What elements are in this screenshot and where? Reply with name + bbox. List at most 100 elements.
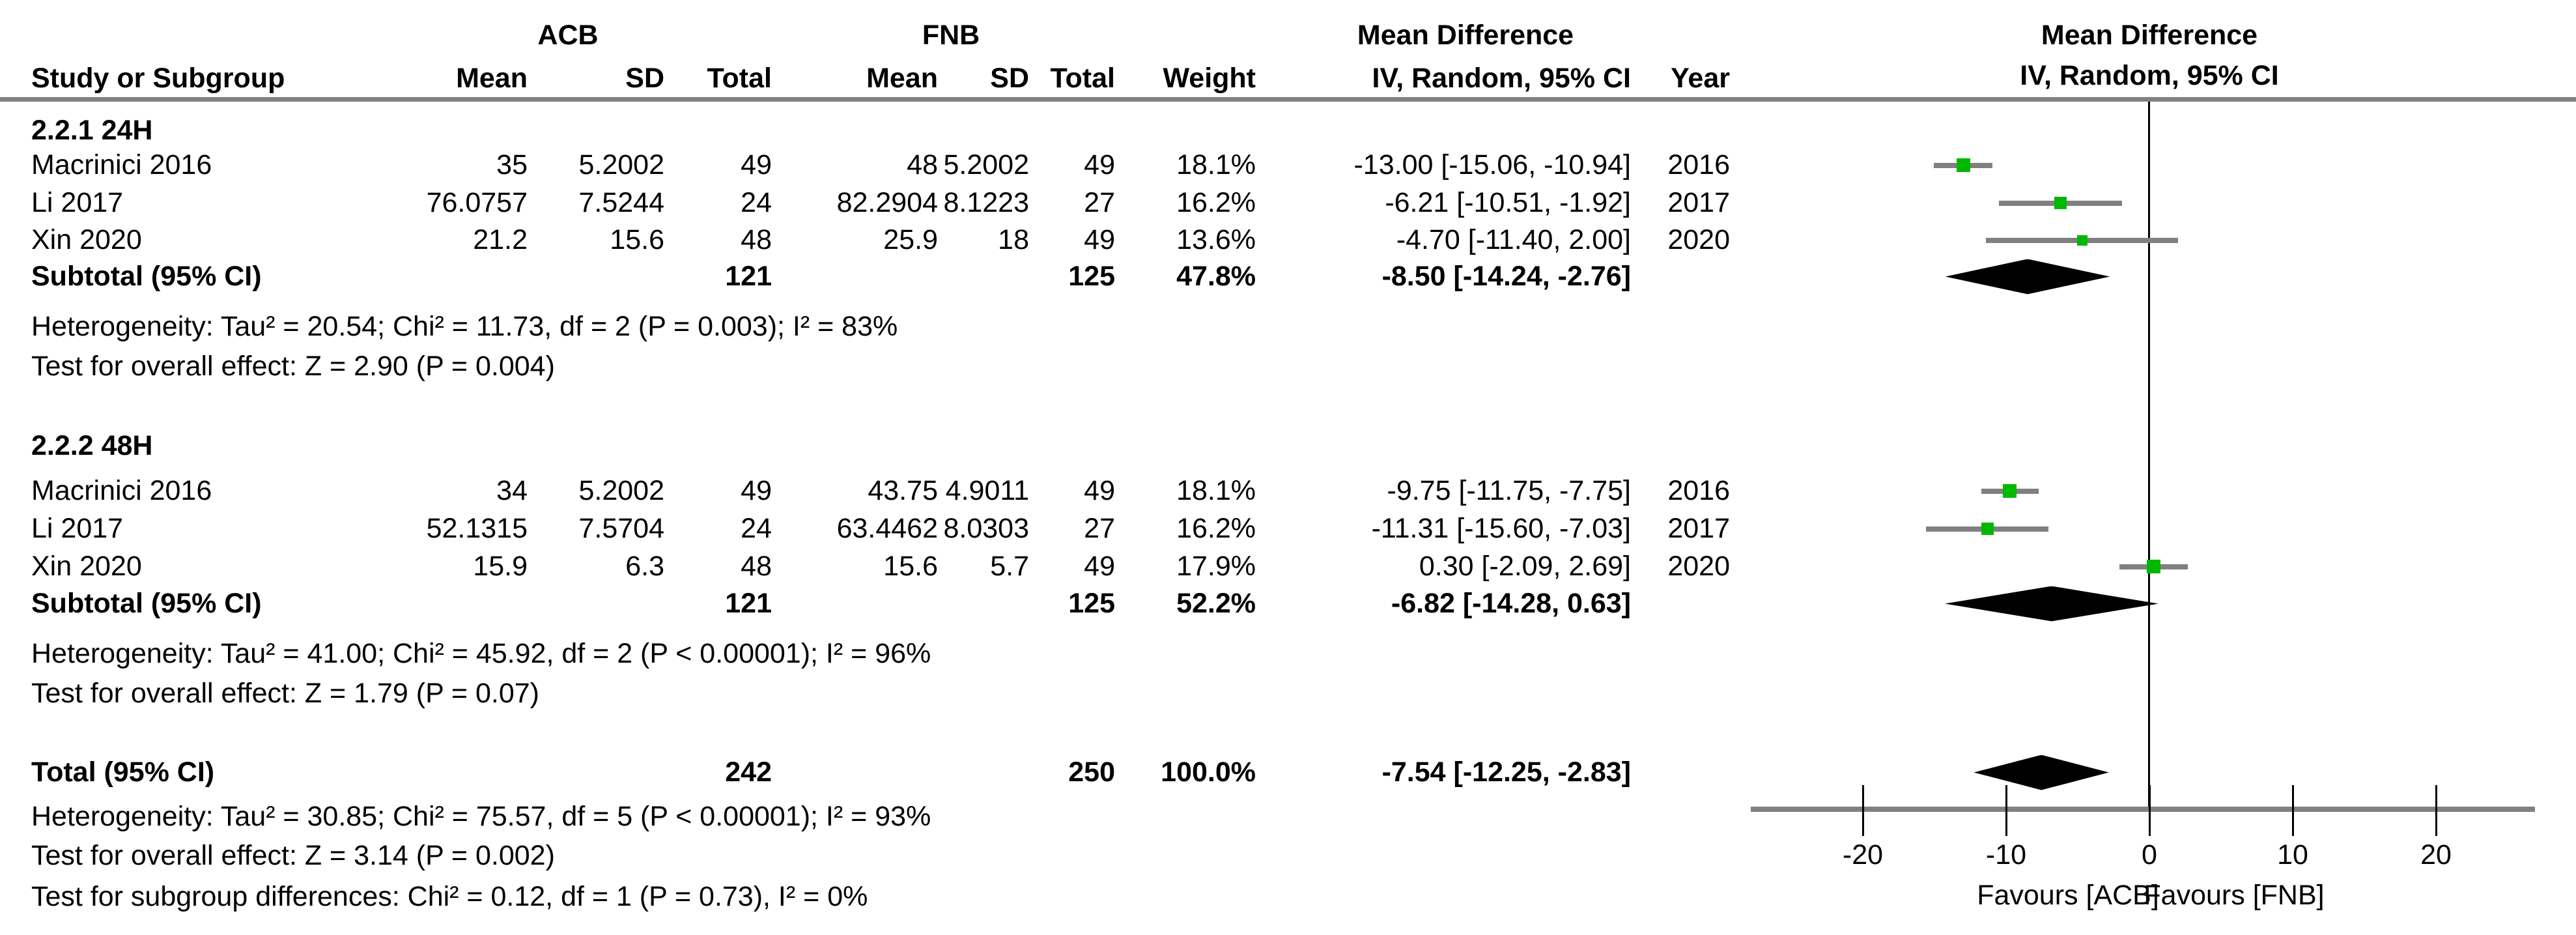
fnb-total: 27 xyxy=(1084,513,1115,544)
md-ci-text: -6.21 [-10.51, -1.92] xyxy=(1385,187,1631,218)
col-header-md-ci: IV, Random, 95% CI xyxy=(1372,63,1631,94)
acb-sd: 7.5704 xyxy=(578,513,664,544)
weight: 100.0% xyxy=(1161,756,1256,788)
axis-tick-label: 20 xyxy=(2420,839,2452,870)
acb-mean: 52.1315 xyxy=(426,513,528,544)
acb-mean: 21.2 xyxy=(473,224,528,255)
study-name: Macrinici 2016 xyxy=(31,149,212,180)
plot-subtitle: IV, Random, 95% CI xyxy=(2020,60,2279,91)
axis-tick-label: 10 xyxy=(2277,839,2308,870)
fnb-sd: 5.7 xyxy=(990,551,1029,582)
md-ci-text: -4.70 [-11.40, 2.00] xyxy=(1396,224,1631,255)
pooled-diamond xyxy=(1974,755,2109,790)
md-ci-text: -7.54 [-12.25, -2.83] xyxy=(1381,756,1631,788)
fnb-mean: 43.75 xyxy=(868,475,938,506)
acb-sd: 6.3 xyxy=(625,551,664,582)
effect-square xyxy=(2076,235,2088,246)
col-header-year: Year xyxy=(1671,63,1730,94)
overall-effect-text: Test for overall effect: Z = 2.90 (P = 0… xyxy=(31,351,555,382)
acb-total: 121 xyxy=(725,588,772,619)
md-ci-text: -11.31 [-15.60, -7.03] xyxy=(1371,513,1631,544)
axis-tick xyxy=(2291,785,2294,836)
plot-title: Mean Difference xyxy=(2041,20,2258,51)
md-ci-text: -6.82 [-14.28, 0.63] xyxy=(1391,588,1631,619)
study-name: Xin 2020 xyxy=(31,551,142,582)
favours-right-label: Favours [FNB] xyxy=(2144,880,2325,911)
acb-total: 49 xyxy=(741,149,772,180)
fnb-total: 125 xyxy=(1068,588,1115,619)
axis-tick xyxy=(1861,785,1864,836)
study-name: Li 2017 xyxy=(31,513,124,544)
acb-sd: 5.2002 xyxy=(578,475,664,506)
x-axis-line xyxy=(1751,807,2535,812)
favours-left-label: Favours [ACB] xyxy=(1977,880,2159,911)
col-header-study: Study or Subgroup xyxy=(31,63,285,94)
year: 2020 xyxy=(1667,224,1730,255)
acb-mean: 34 xyxy=(496,475,528,506)
study-row: Macrinici 2016 34 5.2002 49 43.75 4.9011… xyxy=(0,472,1739,510)
heterogeneity-row: Heterogeneity: Tau² = 30.85; Chi² = 75.5… xyxy=(0,798,1739,835)
axis-tick-label: -20 xyxy=(1842,839,1884,870)
effect-square xyxy=(1981,523,1994,535)
subtotal-row: Subtotal (95% CI) 121 125 47.8% -8.50 [-… xyxy=(0,258,1739,295)
section-label-row: 2.2.1 24H xyxy=(0,112,1739,149)
fnb-total: 49 xyxy=(1084,475,1115,506)
weight: 16.2% xyxy=(1176,513,1256,544)
group-header-acb: ACB xyxy=(537,20,599,51)
total-row: Total (95% CI) 242 250 100.0% -7.54 [-12… xyxy=(0,754,1739,791)
col-header-weight: Weight xyxy=(1163,63,1256,94)
study-name: Macrinici 2016 xyxy=(31,475,212,506)
md-ci-text: -9.75 [-11.75, -7.75] xyxy=(1387,475,1632,506)
weight: 47.8% xyxy=(1176,261,1256,292)
fnb-sd: 8.1223 xyxy=(943,187,1029,218)
weight: 16.2% xyxy=(1176,187,1256,218)
acb-total: 242 xyxy=(725,756,772,788)
acb-total: 24 xyxy=(741,187,772,218)
subtotal-label: Subtotal (95% CI) xyxy=(31,588,262,619)
section-label: 2.2.1 24H xyxy=(31,115,153,146)
axis-tick xyxy=(2005,785,2007,836)
col-header-mean2: Mean xyxy=(866,63,938,94)
overall-effect-text: Test for overall effect: Z = 1.79 (P = 0… xyxy=(31,678,539,709)
acb-mean: 76.0757 xyxy=(426,187,528,218)
fnb-total: 49 xyxy=(1084,224,1115,255)
md-ci-text: 0.30 [-2.09, 2.69] xyxy=(1419,551,1631,582)
acb-total: 48 xyxy=(741,224,772,255)
header-divider xyxy=(0,97,2576,102)
subgroup-differences-row: Test for subgroup differences: Chi² = 0.… xyxy=(0,878,1739,915)
section-label: 2.2.2 48H xyxy=(31,430,153,461)
col-header-total1: Total xyxy=(707,63,772,94)
col-header-sd1: SD xyxy=(625,63,664,94)
overall-effect-row: Test for overall effect: Z = 1.79 (P = 0… xyxy=(0,675,1739,712)
group-header-fnb: FNB xyxy=(922,20,980,51)
subtotal-row: Subtotal (95% CI) 121 125 52.2% -6.82 [-… xyxy=(0,585,1739,622)
study-row: Li 2017 52.1315 7.5704 24 63.4462 8.0303… xyxy=(0,510,1739,547)
fnb-total: 125 xyxy=(1068,261,1115,292)
overall-effect-row: Test for overall effect: Z = 3.14 (P = 0… xyxy=(0,837,1739,874)
year: 2020 xyxy=(1667,551,1730,582)
fnb-total: 49 xyxy=(1084,149,1115,180)
pooled-diamond xyxy=(1945,259,2110,295)
axis-tick xyxy=(2435,785,2437,836)
heterogeneity-row: Heterogeneity: Tau² = 41.00; Chi² = 45.9… xyxy=(0,635,1739,672)
overall-effect-row: Test for overall effect: Z = 2.90 (P = 0… xyxy=(0,348,1739,385)
weight: 13.6% xyxy=(1176,224,1256,255)
acb-sd: 7.5244 xyxy=(578,187,664,218)
year: 2016 xyxy=(1667,149,1730,180)
fnb-sd: 18 xyxy=(998,224,1029,255)
heterogeneity-row: Heterogeneity: Tau² = 20.54; Chi² = 11.7… xyxy=(0,308,1739,345)
effect-square xyxy=(2003,484,2017,498)
study-row: Xin 2020 15.9 6.3 48 15.6 5.7 49 17.9% 0… xyxy=(0,548,1739,585)
effect-square xyxy=(2054,197,2067,209)
fnb-total: 250 xyxy=(1068,756,1115,788)
acb-total: 49 xyxy=(741,475,772,506)
md-ci-text: -8.50 [-14.24, -2.76] xyxy=(1381,261,1631,292)
subtotal-label: Subtotal (95% CI) xyxy=(31,261,262,292)
heterogeneity-text: Heterogeneity: Tau² = 30.85; Chi² = 75.5… xyxy=(31,801,931,832)
effect-square xyxy=(1956,158,1970,172)
col-header-mean1: Mean xyxy=(456,63,528,94)
subgroup-differences-text: Test for subgroup differences: Chi² = 0.… xyxy=(31,881,868,912)
heterogeneity-text: Heterogeneity: Tau² = 20.54; Chi² = 11.7… xyxy=(31,311,898,342)
